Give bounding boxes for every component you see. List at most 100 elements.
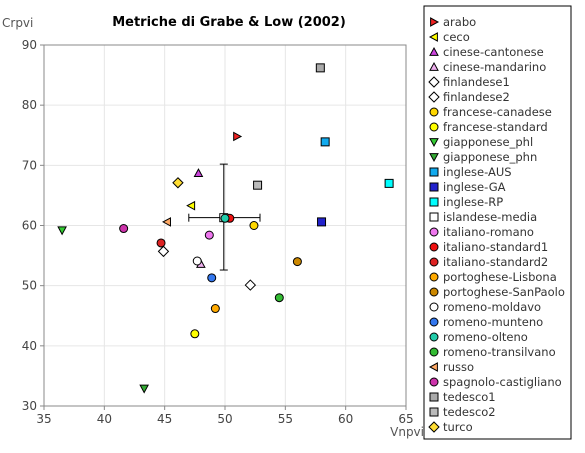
- legend-label-romeno-moldavo: romeno-moldavo: [443, 300, 541, 314]
- legend-label-italiano-standard1: italiano-standard1: [443, 240, 548, 254]
- legend-marker-russo: [428, 362, 438, 372]
- grid: [44, 45, 406, 406]
- legend-label-romeno-olteno: romeno-olteno: [443, 330, 528, 344]
- legend-marker-giapponese-phl: [429, 138, 439, 148]
- point-spagnolo-castigliano: [119, 224, 129, 234]
- legend-label-inglese-rp: inglese-RP: [443, 195, 503, 209]
- legend-label-giapponese-phl: giapponese_phl: [443, 135, 533, 149]
- x-tick-label: 50: [217, 412, 232, 426]
- point-romeno-transilvano: [274, 293, 284, 303]
- legend-label-italiano-romano: italiano-romano: [443, 225, 534, 239]
- legend-marker-inglese-ga: [429, 182, 439, 192]
- y-tick-label: 30: [22, 399, 37, 413]
- legend-marker-finlandese1: [428, 76, 440, 88]
- point-inglese-rp: [384, 178, 394, 188]
- legend-label-finlandese2: finlandese2: [443, 90, 510, 104]
- legend-label-cinese-mandarino: cinese-mandarino: [443, 60, 546, 74]
- axis-ticks: 35 40 45 50 55 60 65 30 40 50 60 70 80 90: [22, 38, 414, 426]
- y-axis-label: Crpvi: [2, 16, 33, 30]
- point-tedesco1: [315, 63, 325, 73]
- legend-marker-francese-canadese: [429, 107, 439, 117]
- legend-marker-giapponese-phn: [429, 153, 439, 163]
- x-tick-label: 65: [398, 412, 413, 426]
- legend-label-portoghese-lisbona: portoghese-Lisbona: [443, 270, 557, 284]
- point-ceco: [186, 200, 196, 211]
- point-turco: [172, 177, 184, 189]
- point-russo: [162, 217, 171, 227]
- legend-label-spagnolo-castigliano: spagnolo-castigliano: [443, 375, 562, 389]
- x-axis-label: Vnpvi: [390, 425, 424, 439]
- legend-label-francese-standard: francese-standard: [443, 120, 548, 134]
- legend-label-romeno-munteno: romeno-munteno: [443, 315, 543, 329]
- point-portoghese-lisbona: [210, 304, 220, 314]
- x-tick-label: 35: [36, 412, 51, 426]
- legend-marker-islandese-media: [429, 212, 439, 222]
- legend-marker-italiano-romano: [429, 227, 439, 237]
- point-finlandese1: [244, 279, 257, 291]
- point-francese-canadese: [249, 221, 259, 230]
- y-tick-label: 70: [22, 158, 37, 172]
- point-romeno-munteno: [207, 273, 217, 283]
- legend-marker-tedesco1: [429, 392, 439, 402]
- legend-marker-arabo: [430, 17, 440, 27]
- chart-title: Metriche di Grabe & Low (2002): [112, 15, 346, 30]
- legend-marker-finlandese2: [428, 91, 440, 103]
- legend-marker-inglese-rp: [429, 197, 439, 207]
- legend-marker-tedesco2: [429, 407, 439, 417]
- legend-label-portoghese-sanpaolo: portoghese-SanPaolo: [443, 285, 565, 299]
- legend-label-ceco: ceco: [443, 30, 470, 44]
- y-tick-label: 80: [22, 98, 37, 112]
- legend-marker-ceco: [428, 32, 438, 42]
- x-tick-label: 55: [278, 412, 293, 426]
- point-giapponese-phl: [57, 226, 67, 236]
- x-tick-label: 45: [157, 412, 172, 426]
- legend-label-inglese-ga: inglese-GA: [443, 180, 506, 194]
- legend-marker-italiano-standard1: [429, 242, 439, 252]
- point-romeno-moldavo: [192, 256, 202, 266]
- legend-marker-romeno-olteno: [429, 332, 439, 342]
- point-romeno-olteno: [220, 213, 230, 223]
- legend-label-tedesco2: tedesco2: [443, 405, 496, 419]
- legend-label-giapponese-phn: giapponese_phn: [443, 150, 537, 164]
- legend-label-turco: turco: [443, 420, 473, 434]
- legend-box: [423, 5, 572, 440]
- y-tick-label: 60: [22, 219, 37, 233]
- point-italiano-standard2: [156, 238, 166, 248]
- legend-marker-cinese-cantonese: [429, 46, 439, 56]
- legend-label-arabo: arabo: [443, 15, 476, 29]
- legend-marker-romeno-munteno: [429, 317, 439, 327]
- legend-label-romeno-transilvano: romeno-transilvano: [443, 345, 556, 359]
- legend-marker-romeno-transilvano: [429, 347, 439, 357]
- point-giapponese-phn: [139, 384, 149, 394]
- legend-marker-francese-standard: [429, 122, 439, 132]
- point-cinese-cantonese: [193, 168, 204, 178]
- point-arabo: [233, 131, 243, 142]
- legend: arabocecocinese-cantonesecinese-mandarin…: [428, 15, 565, 434]
- point-inglese-aus: [320, 137, 330, 147]
- legend-marker-spagnolo-castigliano: [429, 377, 439, 387]
- y-tick-label: 90: [22, 38, 37, 52]
- y-tick-label: 40: [22, 339, 37, 353]
- point-tedesco2: [253, 180, 263, 190]
- legend-marker-cinese-mandarino: [429, 61, 439, 71]
- point-italiano-romano: [204, 230, 214, 240]
- legend-marker-portoghese-sanpaolo: [429, 287, 439, 297]
- x-tick-label: 60: [338, 412, 353, 426]
- point-portoghese-sanpaolo: [292, 257, 302, 267]
- legend-marker-portoghese-lisbona: [429, 272, 439, 282]
- data-points: [57, 63, 394, 394]
- legend-label-italiano-standard2: italiano-standard2: [443, 255, 548, 269]
- legend-label-cinese-cantonese: cinese-cantonese: [443, 45, 544, 59]
- point-finlandese2: [157, 245, 170, 258]
- y-tick-label: 50: [22, 279, 37, 293]
- legend-label-russo: russo: [443, 360, 474, 374]
- x-tick-label: 40: [97, 412, 112, 426]
- legend-label-francese-canadese: francese-canadese: [443, 105, 552, 119]
- legend-label-tedesco1: tedesco1: [443, 390, 496, 404]
- legend-marker-turco: [428, 421, 440, 433]
- point-francese-standard: [190, 329, 200, 339]
- legend-marker-italiano-standard2: [429, 257, 439, 267]
- legend-marker-romeno-moldavo: [429, 302, 439, 312]
- point-inglese-ga: [317, 217, 327, 227]
